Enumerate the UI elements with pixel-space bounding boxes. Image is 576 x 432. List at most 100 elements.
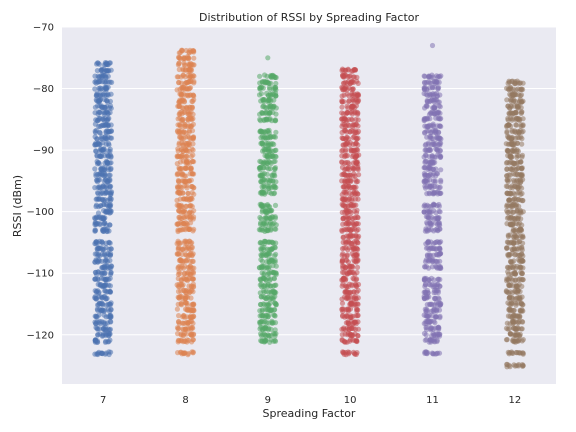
data-point (261, 146, 267, 152)
data-point (95, 109, 102, 115)
data-point (350, 275, 356, 281)
data-point (422, 289, 428, 295)
data-point (191, 55, 197, 61)
data-point (184, 183, 190, 189)
data-point (96, 215, 102, 221)
data-point (188, 314, 194, 321)
data-point (342, 127, 348, 133)
data-point (106, 167, 112, 173)
data-point (190, 92, 196, 98)
data-point (175, 271, 181, 277)
data-point (434, 97, 440, 103)
data-point (504, 177, 510, 183)
data-point (432, 111, 438, 117)
data-point (108, 122, 114, 128)
data-point (421, 277, 428, 283)
data-point (424, 103, 430, 109)
data-point (504, 337, 510, 343)
data-point (106, 140, 112, 147)
data-point (272, 338, 279, 344)
data-point (103, 338, 109, 344)
data-point (98, 67, 104, 73)
data-point (436, 84, 442, 91)
data-point (257, 111, 263, 117)
data-point (107, 275, 113, 281)
data-point (421, 170, 427, 177)
data-point (101, 146, 107, 152)
data-point (272, 320, 279, 326)
data-point (433, 246, 439, 252)
data-point (353, 252, 359, 258)
data-point (108, 190, 114, 196)
data-point (351, 202, 357, 208)
data-point (99, 189, 105, 195)
data-point (519, 338, 525, 344)
data-point (426, 277, 432, 283)
data-point (181, 271, 187, 277)
data-point (271, 289, 277, 295)
data-point (426, 190, 432, 196)
data-point (270, 148, 276, 154)
data-point (96, 79, 102, 85)
data-point (347, 195, 353, 201)
data-point (174, 251, 180, 257)
data-point (507, 184, 513, 191)
data-point (507, 232, 513, 238)
data-point (176, 325, 182, 331)
data-point (94, 98, 100, 104)
data-point (346, 208, 352, 214)
data-point (509, 271, 515, 277)
data-point (99, 197, 105, 203)
data-point (107, 183, 113, 189)
data-point (340, 80, 347, 86)
data-point (188, 183, 194, 190)
data-point (518, 233, 524, 239)
data-point (92, 216, 98, 222)
data-point (513, 282, 519, 288)
data-point (272, 312, 278, 318)
data-point (422, 165, 428, 171)
data-point (520, 277, 526, 283)
data-point (190, 308, 196, 314)
data-point (345, 220, 351, 226)
data-point (189, 324, 195, 331)
data-point (265, 251, 272, 257)
data-point (430, 172, 436, 178)
data-point (100, 183, 106, 189)
data-point (96, 61, 102, 67)
data-point (519, 257, 525, 263)
data-point (427, 245, 433, 251)
data-point (354, 264, 361, 270)
data-point (514, 147, 520, 153)
data-point (108, 306, 114, 312)
data-point (273, 111, 279, 117)
data-point (101, 319, 107, 325)
data-point (422, 129, 428, 135)
data-point (191, 226, 197, 232)
data-point (428, 111, 434, 117)
data-point (271, 276, 277, 282)
data-point (262, 202, 268, 209)
data-point (343, 284, 350, 290)
data-point (257, 80, 263, 86)
data-point (433, 127, 439, 133)
data-point (425, 240, 431, 246)
data-point (432, 179, 438, 185)
data-point (268, 326, 274, 332)
data-point (354, 289, 360, 295)
data-point (262, 215, 269, 221)
data-point (187, 171, 193, 177)
data-point (176, 140, 182, 146)
data-point (262, 72, 268, 78)
data-point (341, 142, 347, 148)
data-point (512, 227, 519, 233)
data-point (350, 166, 357, 172)
plot-background (62, 27, 556, 384)
data-point (183, 203, 189, 209)
data-point (190, 116, 196, 122)
data-point (347, 172, 353, 178)
data-point (518, 122, 524, 128)
data-point (273, 184, 279, 191)
data-point (355, 333, 361, 339)
data-point (515, 196, 522, 202)
